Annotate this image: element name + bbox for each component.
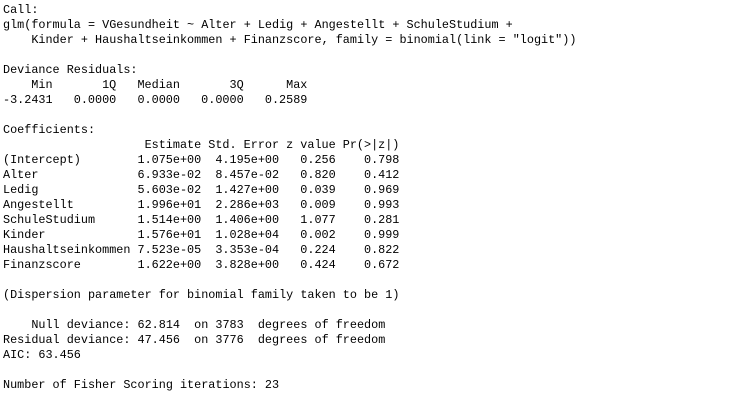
coef-name: Angestellt [3,198,74,212]
coefficient-row: (Intercept) 1.075e+00 4.195e+00 0.256 0.798 [3,153,576,168]
residual-value: 0.2589 [264,93,308,107]
coefficients-header-row: Estimate Std. Error z value Pr(>|z|) [3,138,576,153]
coefficient-row: Alter 6.933e-02 8.457e-02 0.820 0.412 [3,168,576,183]
call-line: glm(formula = VGesundheit ~ Alter + Ledi… [3,18,520,32]
coef-estimate: 1.075e+00 [137,153,202,167]
coef-p: 0.822 [363,243,400,257]
residual-value: 0.0000 [73,93,117,107]
call-line: Kinder + Haushaltseinkommen + Finanzscor… [3,33,577,47]
coefficient-row: Haushaltseinkommen 7.523e-05 3.353e-04 0.22… [3,243,576,258]
coef-z: 0.820 [300,168,336,182]
coef-p: 0.672 [363,258,400,272]
coef-header-z: z value [286,138,336,152]
aic: AIC: 63.456 [3,348,81,362]
blank-line [3,363,576,378]
coef-name: Kinder [3,228,46,242]
coef-header-se: Std. Error [208,138,280,152]
blank-line [3,303,576,318]
call-label: Call: [3,3,39,17]
r-console-output: Call: glm(formula = VGesundheit ~ Alter … [3,3,576,393]
coef-estimate: 1.622e+00 [137,258,202,272]
coef-z: 0.039 [300,183,336,197]
fisher-iterations: Number of Fisher Scoring iterations: 23 [3,378,280,392]
coef-se: 8.457e-02 [215,168,280,182]
coef-estimate: 6.933e-02 [137,168,202,182]
coefficients-table: (Intercept) 1.075e+00 4.195e+00 0.256 0.798 A… [3,153,576,273]
residual-header: Min [31,78,53,92]
coefficient-row: SchuleStudium 1.514e+00 1.406e+00 1.077 0.28… [3,213,576,228]
coef-z: 0.224 [300,243,336,257]
coef-z: 1.077 [300,213,336,227]
coef-z: 0.424 [300,258,336,272]
coef-name: SchuleStudium [3,213,96,227]
coef-se: 1.406e+00 [215,213,280,227]
coef-z: 0.256 [300,153,336,167]
coef-se: 2.286e+03 [215,198,280,212]
coef-p: 0.412 [363,168,400,182]
residual-header: Max [286,78,308,92]
coef-p: 0.969 [363,183,400,197]
blank-line [3,108,576,123]
deviance-residuals-label: Deviance Residuals: [3,63,145,77]
blank-line [3,48,576,63]
coef-name: Finanzscore [3,258,81,272]
residual-header: 1Q [102,78,117,92]
coef-estimate: 7.523e-05 [137,243,202,257]
coef-se: 3.828e+00 [215,258,280,272]
coef-se: 1.028e+04 [215,228,280,242]
coef-se: 1.427e+00 [215,183,280,197]
null-deviance: Null deviance: 62.814 on 3783 degrees of… [3,318,386,332]
coef-p: 0.993 [363,198,400,212]
coef-estimate: 1.576e+01 [137,228,202,242]
residuals-header-row: Min 1Q Median 3Q Max [3,78,576,93]
coef-name: Ledig [3,183,39,197]
dispersion-note: (Dispersion parameter for binomial famil… [3,288,400,302]
residual-header: 3Q [229,78,244,92]
coef-estimate: 5.603e-02 [137,183,202,197]
residual-value: 0.0000 [201,93,244,107]
coefficient-row: Kinder 1.576e+01 1.028e+04 0.002 0.999 [3,228,576,243]
residuals-values-row: -3.2431 0.0000 0.0000 0.0000 0.2589 [3,93,576,108]
residual-header: Median [137,78,180,92]
coef-estimate: 1.996e+01 [137,198,202,212]
coef-name: (Intercept) [3,153,81,167]
residual-value: -3.2431 [3,93,53,107]
coef-p: 0.798 [363,153,400,167]
coefficients-label: Coefficients: [3,123,96,137]
coef-name-header [3,138,130,153]
coef-se: 4.195e+00 [215,153,280,167]
coefficient-row: Angestellt 1.996e+01 2.286e+03 0.009 0.993 [3,198,576,213]
blank-line [3,273,576,288]
coef-estimate: 1.514e+00 [137,213,202,227]
coef-header-estimate: Estimate [144,138,202,152]
coef-p: 0.281 [363,213,400,227]
coef-header-p: Pr(>|z|) [342,138,400,152]
coef-name: Haushaltseinkommen [3,243,131,257]
coefficient-row: Ledig 5.603e-02 1.427e+00 0.039 0.969 [3,183,576,198]
coef-p: 0.999 [363,228,400,242]
coefficient-row: Finanzscore 1.622e+00 3.828e+00 0.424 0.672 [3,258,576,273]
residual-value: 0.0000 [137,93,180,107]
coef-se: 3.353e-04 [215,243,280,257]
coef-z: 0.009 [300,198,336,212]
residual-deviance: Residual deviance: 47.456 on 3776 degree… [3,333,386,347]
coef-z: 0.002 [300,228,336,242]
coef-name: Alter [3,168,39,182]
